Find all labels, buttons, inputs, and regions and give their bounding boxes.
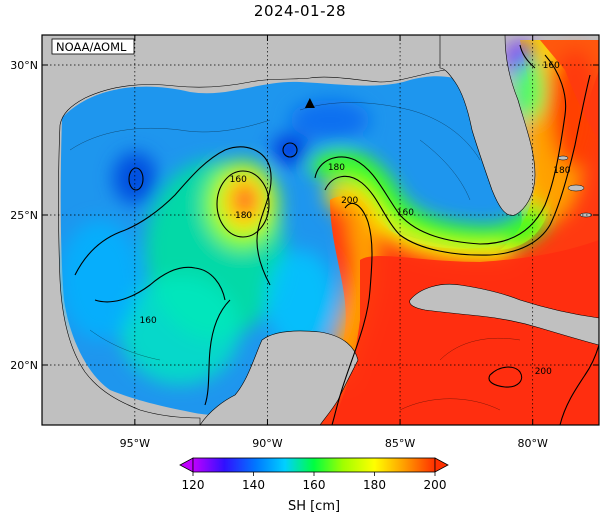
credit-label: NOAA/AOML [56, 40, 127, 54]
map-frame [41, 34, 600, 426]
colorbar-tick-label: 180 [363, 478, 386, 492]
contour-label: 180 [235, 211, 252, 221]
colorbar-tick-label: 200 [424, 478, 447, 492]
yucatan-peninsula [199, 330, 359, 425]
contour-label: 180 [328, 163, 345, 173]
colorbar-tick-label: 120 [182, 478, 205, 492]
colorbar-label: SH [cm] [288, 499, 340, 514]
colorbar-high-arrow [434, 457, 449, 473]
contour-label: 160 [230, 175, 247, 185]
gridlines [42, 35, 599, 425]
station-marker [304, 98, 315, 108]
lon-tick-label: 90°W [252, 437, 282, 450]
contour-label: 180 [553, 166, 570, 176]
cuba [409, 283, 599, 346]
lon-tick-label: 80°W [518, 437, 548, 450]
contour-label: 160 [397, 208, 414, 218]
colorbar-tick-label: 140 [242, 478, 265, 492]
lat-tick-label: 20°N [10, 359, 38, 372]
colorbar-tick-label: 160 [303, 478, 326, 492]
contour-label: 160 [543, 61, 560, 71]
colorbar-low-arrow [179, 457, 194, 473]
contour-label: 200 [535, 367, 552, 377]
lat-tick-label: 25°N [10, 209, 38, 222]
colorbar: 120 140 160 180 200 SH [cm] [179, 457, 449, 514]
contour-label: 200 [341, 196, 358, 206]
lon-tick-label: 95°W [120, 437, 150, 450]
florida [439, 35, 536, 216]
contour-label: 160 [140, 316, 157, 326]
colorbar-gradient [192, 457, 436, 473]
credit-box [51, 38, 135, 55]
lon-tick-label: 85°W [385, 437, 415, 450]
contour-lines [74, 44, 599, 425]
us-gulf-coast [42, 35, 501, 425]
map-title: 2024-01-28 [253, 2, 347, 20]
lat-tick-label: 30°N [10, 59, 38, 72]
